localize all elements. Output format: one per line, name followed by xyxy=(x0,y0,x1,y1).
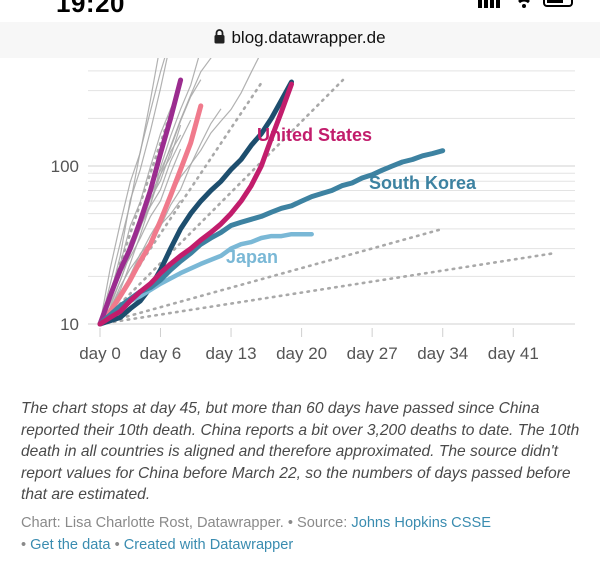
status-bar: 19:20 xyxy=(0,0,600,16)
bullet-1: • xyxy=(21,536,27,553)
series-line-dark-blue xyxy=(97,79,294,327)
created-with-datawrapper-link[interactable]: Created with Datawrapper xyxy=(123,536,294,553)
background-series-line xyxy=(99,134,182,325)
cellular-signal-icon xyxy=(478,0,500,8)
label-south-korea: South Korea xyxy=(369,173,477,193)
url-text: blog.datawrapper.de xyxy=(231,28,386,47)
background-series-line xyxy=(99,58,260,325)
browser-url-bar[interactable]: blog.datawrapper.de xyxy=(0,22,600,58)
highlight-series xyxy=(97,77,446,327)
chart-grid xyxy=(88,70,575,325)
lock-icon xyxy=(214,29,225,44)
guide-line xyxy=(98,252,555,326)
status-icons xyxy=(478,0,573,8)
y-tick-label: 100 xyxy=(51,157,79,176)
credit-author: Chart: Lisa Charlotte Rost, Datawrapper. xyxy=(21,515,284,531)
series-line-united-states xyxy=(97,81,294,327)
line-chart: 10 100 day 0 day 6 day 13 day 20 day 27 day 34… xyxy=(51,58,575,363)
credit-source-prefix: • Source: xyxy=(287,515,348,531)
background-series xyxy=(99,58,260,325)
x-tick-label: day 13 xyxy=(206,344,257,363)
x-tick-label: day 6 xyxy=(140,344,182,363)
x-tick-label: day 27 xyxy=(347,344,398,363)
x-tick-label: day 20 xyxy=(276,344,327,363)
background-series-line xyxy=(99,58,166,325)
source-link[interactable]: Johns Hopkins CSSE xyxy=(351,515,491,531)
guide-line xyxy=(98,78,345,326)
y-tick-label: 10 xyxy=(60,315,79,334)
series-line-south-korea xyxy=(97,148,446,327)
x-axis: day 0 day 6 day 13 day 20 day 27 day 34 day 41 xyxy=(79,328,539,363)
chart-credits: Chart: Lisa Charlotte Rost, Datawrapper.… xyxy=(21,513,581,556)
chart-description: The chart stops at day 45, but more than… xyxy=(21,400,580,504)
status-time: 19:20 xyxy=(56,0,125,16)
x-tick-label: day 41 xyxy=(488,344,539,363)
background-series-line xyxy=(99,58,159,325)
bullet-2: • xyxy=(114,536,120,553)
series-line-purple xyxy=(97,77,184,327)
wifi-icon xyxy=(518,0,530,8)
battery-icon xyxy=(543,0,573,7)
x-tick-label: day 34 xyxy=(417,344,468,363)
y-axis: 10 100 xyxy=(51,157,79,334)
get-the-data-link[interactable]: Get the data xyxy=(30,536,111,553)
label-united-states: United States xyxy=(257,125,372,145)
x-tick-label: day 0 xyxy=(79,344,121,363)
series-line-pink xyxy=(97,103,204,327)
guide-line xyxy=(98,227,444,326)
label-japan: Japan xyxy=(226,247,278,267)
